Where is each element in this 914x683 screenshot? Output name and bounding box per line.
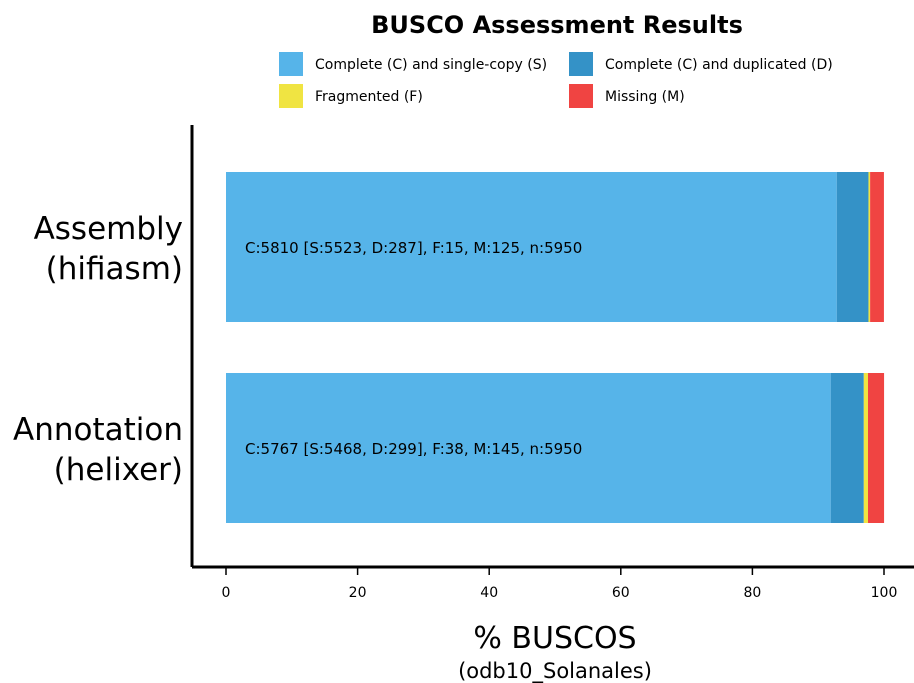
x-tick-label: 40 (480, 585, 498, 601)
legend-swatch (279, 52, 303, 76)
bar-annotation: C:5767 [S:5468, D:299], F:38, M:145, n:5… (245, 440, 582, 458)
bar-segment (830, 373, 864, 523)
bar-segment (836, 172, 869, 322)
legend: Complete (C) and single-copy (S) Complete… (279, 52, 833, 108)
bar-segment (226, 172, 837, 322)
bar-annotation: C:5810 [S:5523, D:287], F:15, M:125, n:5… (245, 239, 582, 257)
bar-segment (863, 373, 869, 523)
bar-segment (868, 373, 885, 523)
legend-swatch (279, 84, 303, 108)
category-sublabel: (helixer) (54, 452, 183, 488)
x-ticks: 0 20 40 60 80 100 (222, 568, 898, 601)
x-axis-sublabel: (odb10_Solanales) (458, 659, 652, 683)
x-tick-label: 20 (349, 585, 367, 601)
legend-label: Complete (C) and duplicated (D) (605, 57, 833, 73)
category-label: Assembly (34, 211, 183, 247)
legend-swatch (569, 52, 593, 76)
bar-segment (868, 172, 871, 322)
axes (190, 125, 914, 569)
x-tick-label: 60 (612, 585, 630, 601)
category-labels: Assembly (hifiasm) Annotation (helixer) (13, 211, 183, 488)
x-tick-label: 0 (222, 585, 231, 601)
bar-segment (226, 373, 831, 523)
chart-title: BUSCO Assessment Results (371, 11, 743, 39)
legend-label: Fragmented (F) (315, 89, 423, 105)
legend-swatch (569, 84, 593, 108)
bars: C:5810 [S:5523, D:287], F:15, M:125, n:5… (226, 172, 885, 523)
category-label: Annotation (13, 412, 183, 448)
x-tick-label: 100 (871, 585, 898, 601)
x-tick-label: 80 (743, 585, 761, 601)
bar-segment (870, 172, 884, 322)
x-axis-label: % BUSCOS (473, 621, 636, 656)
legend-label: Missing (M) (605, 89, 685, 105)
category-sublabel: (hifiasm) (46, 251, 183, 287)
legend-label: Complete (C) and single-copy (S) (315, 57, 547, 73)
